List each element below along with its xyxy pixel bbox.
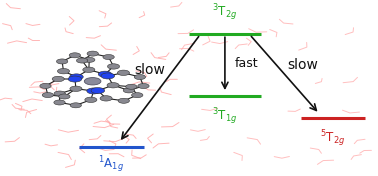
Circle shape xyxy=(68,76,82,82)
Circle shape xyxy=(76,58,88,63)
Circle shape xyxy=(54,91,65,96)
Circle shape xyxy=(132,93,143,98)
Text: $^{3}$T$_{2g}$: $^{3}$T$_{2g}$ xyxy=(212,2,237,23)
Circle shape xyxy=(87,88,101,94)
Circle shape xyxy=(70,86,82,92)
Circle shape xyxy=(134,74,146,80)
Circle shape xyxy=(70,74,83,80)
Circle shape xyxy=(84,57,95,62)
Circle shape xyxy=(103,55,114,59)
Circle shape xyxy=(118,70,130,76)
Circle shape xyxy=(84,78,101,85)
Text: $^{5}$T$_{2g}$: $^{5}$T$_{2g}$ xyxy=(320,128,345,149)
Circle shape xyxy=(70,103,82,108)
Circle shape xyxy=(59,94,70,99)
Circle shape xyxy=(85,97,97,102)
Circle shape xyxy=(98,71,112,77)
Text: $^{1}$A$_{1g}$: $^{1}$A$_{1g}$ xyxy=(99,155,124,175)
Circle shape xyxy=(57,68,70,74)
Circle shape xyxy=(123,88,135,93)
Circle shape xyxy=(54,100,65,105)
Text: fast: fast xyxy=(234,57,258,70)
Circle shape xyxy=(52,76,64,82)
Circle shape xyxy=(107,83,119,88)
Circle shape xyxy=(100,96,112,101)
Circle shape xyxy=(69,53,81,58)
Circle shape xyxy=(107,64,119,69)
Circle shape xyxy=(138,83,149,89)
Circle shape xyxy=(126,84,137,89)
Circle shape xyxy=(40,83,51,89)
Circle shape xyxy=(118,98,129,103)
Circle shape xyxy=(83,67,95,73)
Text: $^{3}$T$_{1g}$: $^{3}$T$_{1g}$ xyxy=(212,106,237,127)
Circle shape xyxy=(42,93,54,98)
Text: slow: slow xyxy=(134,62,165,77)
Circle shape xyxy=(101,73,115,79)
Circle shape xyxy=(87,51,98,56)
Text: slow: slow xyxy=(287,58,318,72)
Circle shape xyxy=(56,59,68,64)
Circle shape xyxy=(91,87,105,94)
